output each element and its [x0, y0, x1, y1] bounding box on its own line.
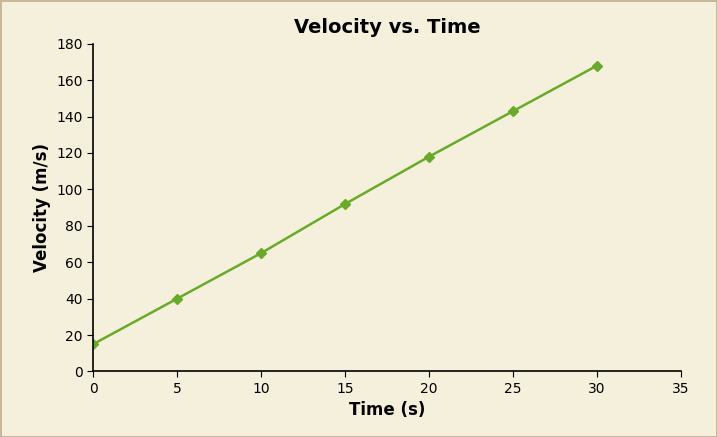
Title: Velocity vs. Time: Velocity vs. Time	[294, 17, 480, 37]
Y-axis label: Velocity (m/s): Velocity (m/s)	[33, 143, 51, 272]
X-axis label: Time (s): Time (s)	[349, 402, 425, 420]
